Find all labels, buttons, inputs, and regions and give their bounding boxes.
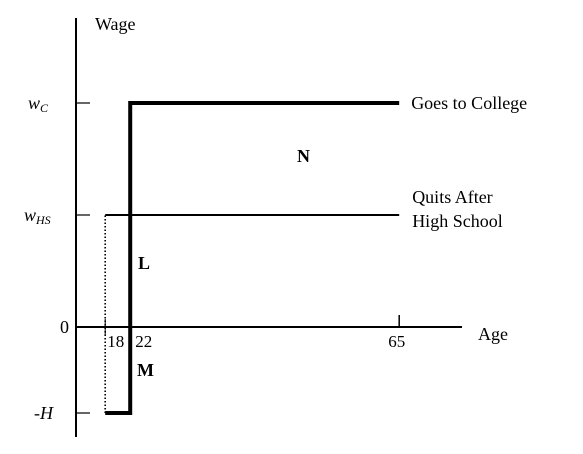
- y-tick-label-base-1: w: [24, 205, 36, 225]
- series-label-1-line-1: High School: [412, 211, 503, 231]
- y-tick-label-3: -H: [34, 403, 54, 423]
- series-label-0: Goes to College: [411, 93, 527, 113]
- series-label-1-line-0: Quits After: [412, 187, 493, 207]
- region-label-M: M: [137, 360, 154, 380]
- y-tick-label-base-0: w: [28, 93, 40, 113]
- region-label-L: L: [138, 253, 150, 273]
- x-axis-label: Age: [478, 324, 508, 344]
- chart-marks: Goes to College Quits After High School 18 2…: [24, 93, 527, 423]
- y-axis-label: Wage: [95, 14, 136, 34]
- y-tick-label-0: wC: [28, 93, 49, 115]
- y-tick-label-sub-0: C: [40, 101, 49, 115]
- y-tick-label-1: wHS: [24, 205, 51, 227]
- y-tick-label-sub-1: HS: [35, 213, 51, 227]
- x-tick-label-2: 65: [388, 332, 405, 351]
- region-label-N: N: [297, 146, 310, 166]
- series-line-0: [105, 101, 400, 415]
- x-tick-label-1: 22: [135, 332, 152, 351]
- y-tick-label-2: 0: [60, 317, 69, 337]
- x-tick-label-0: 18: [107, 332, 124, 351]
